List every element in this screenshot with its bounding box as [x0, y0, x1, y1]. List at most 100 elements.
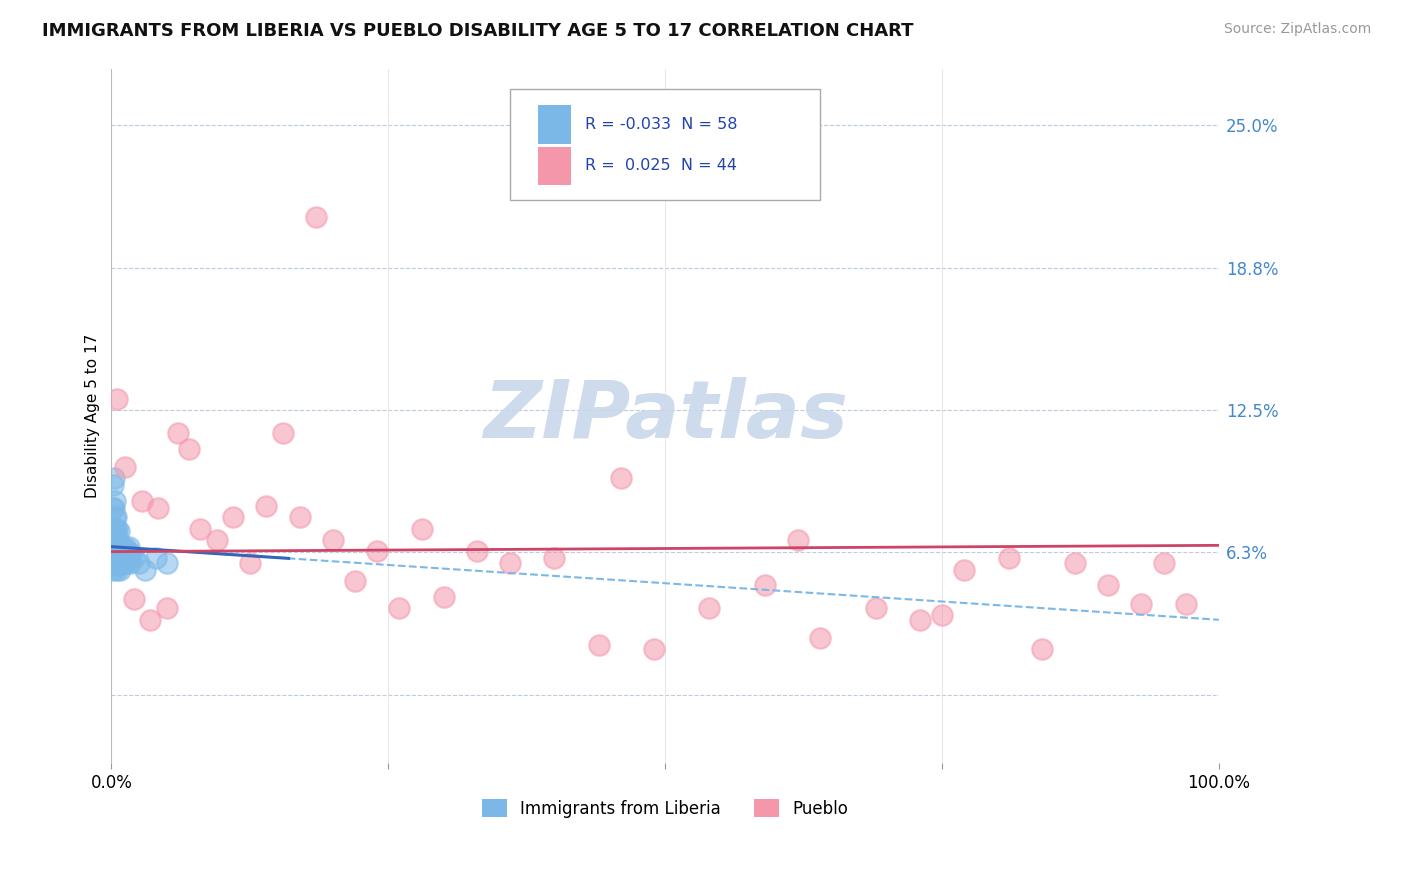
Point	[108, 556, 131, 570]
Point	[344, 574, 367, 588]
Point	[288, 510, 311, 524]
FancyBboxPatch shape	[510, 89, 820, 201]
Point	[588, 638, 610, 652]
Point	[107, 533, 129, 547]
Point	[112, 556, 135, 570]
Point	[105, 522, 128, 536]
Point	[188, 522, 211, 536]
Point	[128, 556, 150, 570]
Point	[1174, 597, 1197, 611]
Point	[105, 563, 128, 577]
Point	[1153, 556, 1175, 570]
Point	[366, 544, 388, 558]
Point	[104, 522, 127, 536]
Point	[139, 613, 162, 627]
Point	[110, 551, 132, 566]
Point	[1097, 578, 1119, 592]
Point	[101, 478, 124, 492]
Point	[167, 425, 190, 440]
Point	[305, 210, 328, 224]
Point	[322, 533, 344, 547]
Point	[388, 601, 411, 615]
Point	[134, 563, 156, 577]
Point	[110, 540, 132, 554]
Point	[108, 524, 131, 538]
Point	[699, 601, 721, 615]
Point	[643, 642, 665, 657]
Point	[110, 558, 132, 572]
Point	[112, 544, 135, 558]
Point	[156, 601, 179, 615]
Point	[433, 590, 456, 604]
Point	[205, 533, 228, 547]
Point	[105, 392, 128, 406]
Point	[997, 551, 1019, 566]
Point	[1031, 642, 1053, 657]
Point	[107, 544, 129, 558]
Point	[1064, 556, 1087, 570]
Point	[122, 551, 145, 566]
Point	[114, 556, 136, 570]
Point	[117, 551, 139, 566]
Point	[114, 544, 136, 558]
Point	[114, 460, 136, 475]
Point	[222, 510, 245, 524]
Point	[808, 631, 831, 645]
Point	[104, 533, 127, 547]
Point	[103, 471, 125, 485]
Point	[865, 601, 887, 615]
Text: R = -0.033  N = 58: R = -0.033 N = 58	[585, 117, 738, 132]
Point	[145, 551, 167, 566]
Point	[120, 547, 142, 561]
Point	[104, 494, 127, 508]
Point	[122, 592, 145, 607]
Point	[101, 501, 124, 516]
Point	[499, 556, 522, 570]
Text: R =  0.025  N = 44: R = 0.025 N = 44	[585, 158, 737, 173]
Point	[110, 544, 132, 558]
Point	[787, 533, 810, 547]
Point	[111, 547, 134, 561]
Point	[111, 540, 134, 554]
Point	[239, 556, 262, 570]
Point	[177, 442, 200, 456]
Point	[103, 501, 125, 516]
Legend: Immigrants from Liberia, Pueblo: Immigrants from Liberia, Pueblo	[475, 793, 855, 824]
Text: ZIPatlas: ZIPatlas	[482, 376, 848, 455]
Point	[953, 563, 976, 577]
Point	[107, 551, 129, 566]
Point	[610, 471, 633, 485]
Y-axis label: Disability Age 5 to 17: Disability Age 5 to 17	[86, 334, 100, 498]
Point	[114, 540, 136, 554]
Point	[120, 556, 142, 570]
Point	[115, 551, 138, 566]
Point	[101, 563, 124, 577]
Point	[131, 494, 153, 508]
Point	[104, 556, 127, 570]
Point	[103, 524, 125, 538]
Point	[104, 551, 127, 566]
Point	[107, 558, 129, 572]
Point	[931, 608, 953, 623]
Point	[111, 551, 134, 566]
Point	[103, 551, 125, 566]
Point	[104, 510, 127, 524]
Point	[105, 556, 128, 570]
Point	[105, 540, 128, 554]
Point	[156, 556, 179, 570]
Point	[104, 551, 127, 566]
Point	[108, 540, 131, 554]
Point	[256, 499, 278, 513]
Point	[103, 533, 125, 547]
Bar	[538, 105, 571, 144]
Point	[104, 544, 127, 558]
Point	[120, 547, 142, 561]
Point	[465, 544, 488, 558]
Point	[146, 501, 169, 516]
Point	[104, 524, 127, 538]
Text: IMMIGRANTS FROM LIBERIA VS PUEBLO DISABILITY AGE 5 TO 17 CORRELATION CHART: IMMIGRANTS FROM LIBERIA VS PUEBLO DISABI…	[42, 22, 914, 40]
Text: Source: ZipAtlas.com: Source: ZipAtlas.com	[1223, 22, 1371, 37]
Point	[908, 613, 931, 627]
Point	[110, 556, 132, 570]
Point	[271, 425, 294, 440]
